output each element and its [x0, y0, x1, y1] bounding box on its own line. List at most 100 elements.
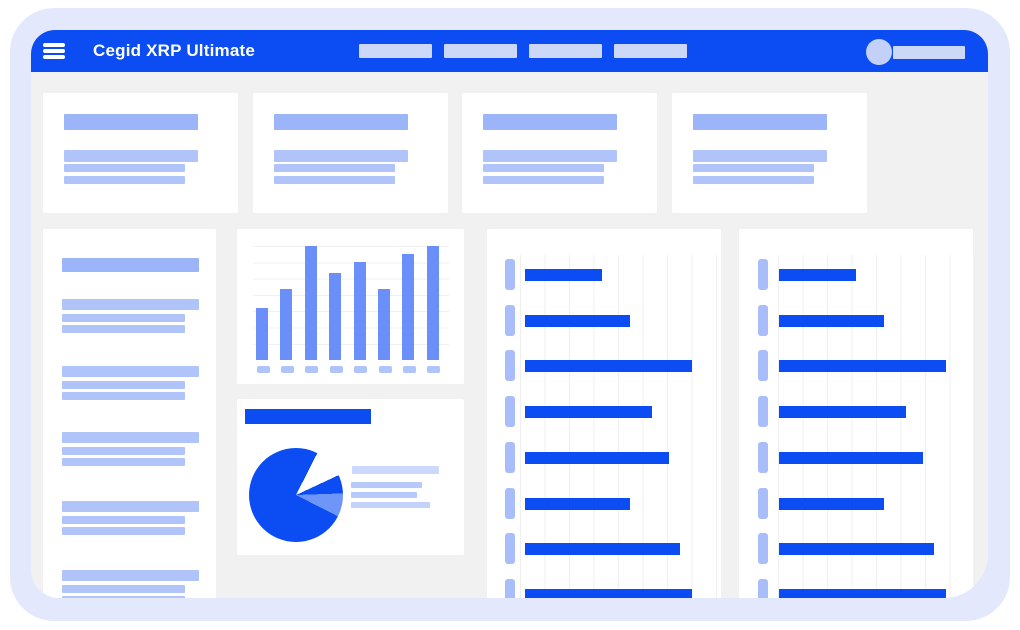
row-label-placeholder: [505, 259, 515, 290]
hbar-6: [779, 497, 885, 510]
vbar-5: [353, 261, 366, 360]
nav-item-placeholder[interactable]: [359, 44, 432, 58]
pie-card-title-placeholder: [245, 409, 371, 424]
placeholder-title: [62, 258, 199, 272]
placeholder-line: [62, 527, 185, 535]
placeholder-line: [64, 176, 185, 184]
row-label-placeholder: [505, 441, 515, 473]
x-tick-placeholder: [354, 366, 368, 373]
vbar-2: [280, 289, 293, 360]
summary-card: [462, 93, 658, 213]
vbar-6: [378, 289, 390, 360]
app-header: Cegid XRP Ultimate: [31, 30, 988, 72]
placeholder-line: [693, 150, 828, 162]
row-label-placeholder: [505, 396, 515, 428]
placeholder-line: [483, 164, 605, 172]
row-label-placeholder: [758, 533, 768, 565]
x-tick-placeholder: [329, 366, 343, 373]
main-nav: [359, 44, 687, 58]
placeholder-line: [483, 176, 605, 184]
vbar-8: [426, 246, 439, 360]
hbar-2: [779, 314, 885, 327]
placeholder-line: [273, 150, 408, 162]
hbar-5: [779, 451, 923, 464]
hbar-8: [525, 588, 692, 598]
row-label-placeholder: [758, 578, 768, 598]
row-label-placeholder: [505, 578, 515, 598]
pie-chart-card: [237, 399, 464, 555]
hbar-8: [779, 588, 946, 598]
placeholder-line: [62, 366, 199, 377]
text-panel-card: [43, 229, 216, 598]
hbar-chart-card-2: [739, 229, 975, 598]
summary-card: [252, 93, 448, 213]
pie-legend-line: [351, 492, 417, 498]
placeholder-line: [62, 314, 185, 322]
hbar-2: [525, 314, 631, 327]
hamburger-menu-icon[interactable]: [43, 43, 65, 59]
row-label-placeholder: [505, 487, 515, 519]
hbar-4: [525, 406, 652, 419]
placeholder-line: [62, 299, 199, 310]
placeholder-line: [273, 164, 395, 172]
pie-legend-line: [351, 482, 422, 488]
placeholder-line: [62, 325, 185, 333]
app-title: Cegid XRP Ultimate: [93, 41, 255, 60]
placeholder-line: [693, 176, 815, 184]
placeholder-line: [64, 114, 198, 130]
row-label-placeholder: [505, 350, 515, 382]
pie-legend-line: [351, 502, 430, 508]
pie-chart: [249, 448, 343, 542]
app-window: Cegid XRP Ultimate: [31, 30, 988, 598]
placeholder-line: [62, 458, 185, 466]
user-name-placeholder[interactable]: [893, 46, 965, 59]
placeholder-line: [62, 447, 185, 455]
summary-card: [672, 93, 868, 213]
dashboard-content: [31, 72, 988, 598]
x-tick-placeholder: [280, 366, 294, 373]
hbar-6: [525, 497, 631, 510]
hbar-1: [525, 269, 602, 281]
row-label-placeholder: [758, 304, 768, 336]
placeholder-line: [62, 596, 185, 598]
placeholder-line: [62, 392, 185, 400]
nav-item-placeholder[interactable]: [529, 44, 602, 58]
row-label-placeholder: [758, 396, 768, 428]
vbar-7: [402, 253, 415, 360]
vbar-1: [256, 307, 268, 360]
placeholder-line: [62, 432, 199, 443]
row-label-placeholder: [758, 441, 768, 473]
placeholder-line: [64, 150, 198, 162]
placeholder-line: [483, 114, 618, 130]
x-tick-placeholder: [427, 366, 441, 373]
x-tick-placeholder: [378, 366, 392, 373]
placeholder-line: [62, 381, 185, 389]
x-tick-placeholder: [256, 366, 270, 373]
placeholder-line: [64, 164, 185, 172]
app-window-frame: Cegid XRP Ultimate: [10, 8, 1010, 621]
hbar-1: [779, 269, 856, 281]
row-label-placeholder: [758, 350, 768, 382]
gridlines: [778, 255, 975, 598]
user-avatar[interactable]: [866, 39, 892, 65]
bar-chart-card: [237, 229, 464, 384]
placeholder-line: [693, 114, 828, 130]
nav-item-placeholder[interactable]: [444, 44, 517, 58]
hbar-4: [779, 406, 906, 419]
placeholder-line: [273, 114, 408, 130]
hbar-chart-card-1: [487, 229, 721, 598]
row-label-placeholder: [758, 259, 768, 290]
placeholder-line: [273, 176, 395, 184]
row-label-placeholder: [758, 487, 768, 519]
hbar-3: [525, 360, 692, 373]
x-tick-placeholder: [402, 366, 416, 373]
row-label-placeholder: [505, 304, 515, 336]
placeholder-line: [62, 516, 185, 524]
nav-item-placeholder[interactable]: [614, 44, 687, 58]
gridlines: [520, 255, 717, 598]
placeholder-line: [62, 501, 199, 512]
hbar-5: [525, 451, 669, 464]
placeholder-line: [693, 164, 815, 172]
vbar-3: [304, 246, 317, 360]
